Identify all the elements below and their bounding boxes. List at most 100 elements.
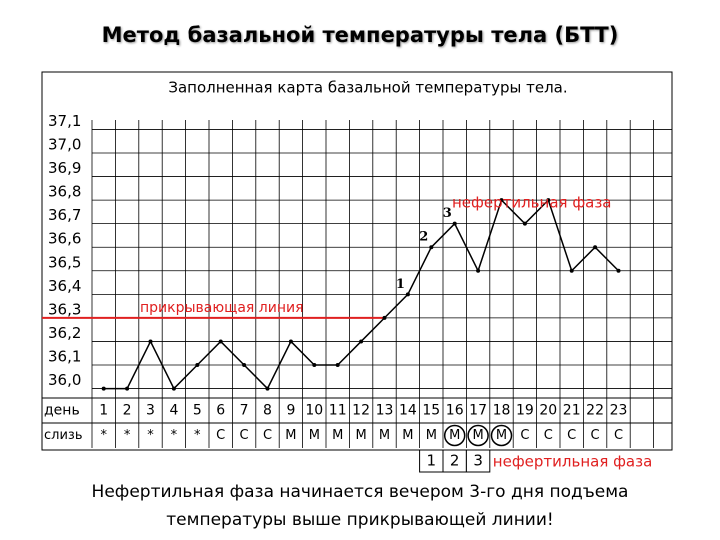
y-tick-label: 36,9 <box>48 159 81 177</box>
mucus-value: М <box>472 428 483 443</box>
x-tick-label: 18 <box>493 403 511 419</box>
mucus-circle <box>443 424 466 447</box>
y-tick-label: 36,6 <box>48 230 81 248</box>
temperature-point <box>405 292 410 297</box>
x-tick-label: 13 <box>376 403 394 419</box>
x-axis-label: день <box>44 403 80 419</box>
y-tick-label: 36,0 <box>48 371 81 389</box>
temperature-point <box>242 363 247 368</box>
x-tick-label: 11 <box>329 403 347 419</box>
temperature-point <box>218 339 223 344</box>
box-cell <box>465 449 491 473</box>
x-tick-label: 21 <box>563 403 581 419</box>
y-tick-label: 36,8 <box>48 183 81 201</box>
temperature-point <box>476 268 481 273</box>
mucus-value: С <box>240 428 249 443</box>
rise-label: 3 <box>443 206 452 221</box>
footer-line: Нефертильная фаза начинается вечером 3-г… <box>92 482 629 502</box>
temperature-point <box>359 339 364 344</box>
x-tick-label: 12 <box>352 403 370 419</box>
mucus-value: * <box>124 428 131 443</box>
mucus-value: * <box>100 428 107 443</box>
mucus-value: М <box>449 428 460 443</box>
mucus-circle <box>467 424 489 447</box>
y-tick-label: 37,0 <box>48 135 81 153</box>
mucus-value: М <box>355 428 366 443</box>
temperature-point <box>101 386 106 391</box>
y-tick-label: 36,4 <box>48 277 81 295</box>
chart-frame <box>41 71 673 451</box>
mucus-value: М <box>402 428 413 443</box>
rise-label: 1 <box>396 277 405 292</box>
temperature-point <box>522 221 527 226</box>
temperature-point <box>593 245 598 250</box>
temperature-point <box>616 268 621 273</box>
y-tick-label: 36,3 <box>48 300 81 318</box>
temperature-point <box>148 339 153 344</box>
x-tick-label: 22 <box>586 403 604 419</box>
x-tick-label: 10 <box>305 403 323 419</box>
x-tick-label: 15 <box>422 403 440 419</box>
temperature-point <box>288 339 293 344</box>
temperature-point <box>382 315 387 320</box>
x-tick-label: 20 <box>539 403 557 419</box>
temperature-point <box>171 386 176 391</box>
mucus-value: С <box>567 428 576 443</box>
temperature-point <box>125 386 130 391</box>
temperature-point <box>452 221 457 226</box>
slide-title: Метод базальной температуры тела (БТТ) <box>102 23 619 47</box>
mucus-value: М <box>379 428 390 443</box>
x-tick-label: 3 <box>146 403 155 419</box>
temperature-point <box>312 363 317 368</box>
temperature-point <box>546 198 551 203</box>
box-label: 2 <box>450 452 460 470</box>
x-tick-label: 16 <box>446 403 464 419</box>
mucus-value: С <box>591 428 600 443</box>
box-label: 1 <box>427 452 437 470</box>
chart-title: Заполненная карта базальной температуры … <box>168 79 567 97</box>
box-label: 3 <box>473 452 483 470</box>
x-tick-label: 2 <box>123 403 132 419</box>
x-tick-label: 14 <box>399 403 417 419</box>
x-tick-label: 1 <box>99 403 108 419</box>
temperature-point <box>569 268 574 273</box>
mucus-value: С <box>263 428 272 443</box>
temperature-point <box>429 245 434 250</box>
phase-label: нефертильная фаза <box>452 194 612 212</box>
mucus-value: С <box>216 428 225 443</box>
cover-line-label: прикрывающая линия <box>140 300 304 316</box>
footer-line: температуры выше прикрывающей линии! <box>166 510 553 530</box>
x-tick-label: 17 <box>469 403 487 419</box>
x-tick-label: 8 <box>263 403 272 419</box>
temperature-point <box>335 363 340 368</box>
box-text: нефертильная фаза <box>493 453 653 471</box>
y-tick-label: 36,2 <box>48 324 81 342</box>
mucus-value: * <box>194 428 201 443</box>
y-tick-label: 36,7 <box>48 206 81 224</box>
x-tick-label: 7 <box>240 403 249 419</box>
mucus-value: * <box>147 428 154 443</box>
x-tick-label: 6 <box>216 403 225 419</box>
mucus-value: С <box>614 428 623 443</box>
mucus-circle <box>490 424 513 447</box>
temperature-point <box>499 198 504 203</box>
temperature-point <box>265 386 270 391</box>
x-tick-label: 19 <box>516 403 534 419</box>
y-tick-label: 37,1 <box>48 112 81 130</box>
mucus-value: М <box>309 428 320 443</box>
mucus-value: С <box>544 428 553 443</box>
mucus-label: слизь <box>44 428 82 443</box>
mucus-value: М <box>285 428 296 443</box>
mucus-value: М <box>496 428 507 443</box>
x-tick-label: 4 <box>169 403 178 419</box>
mucus-value: М <box>426 428 437 443</box>
x-tick-label: 23 <box>610 403 628 419</box>
y-tick-label: 36,5 <box>48 253 81 271</box>
mucus-value: М <box>332 428 343 443</box>
mucus-value: * <box>171 428 178 443</box>
rise-label: 2 <box>419 230 428 245</box>
x-tick-label: 9 <box>286 403 295 419</box>
y-tick-label: 36,1 <box>48 348 81 366</box>
